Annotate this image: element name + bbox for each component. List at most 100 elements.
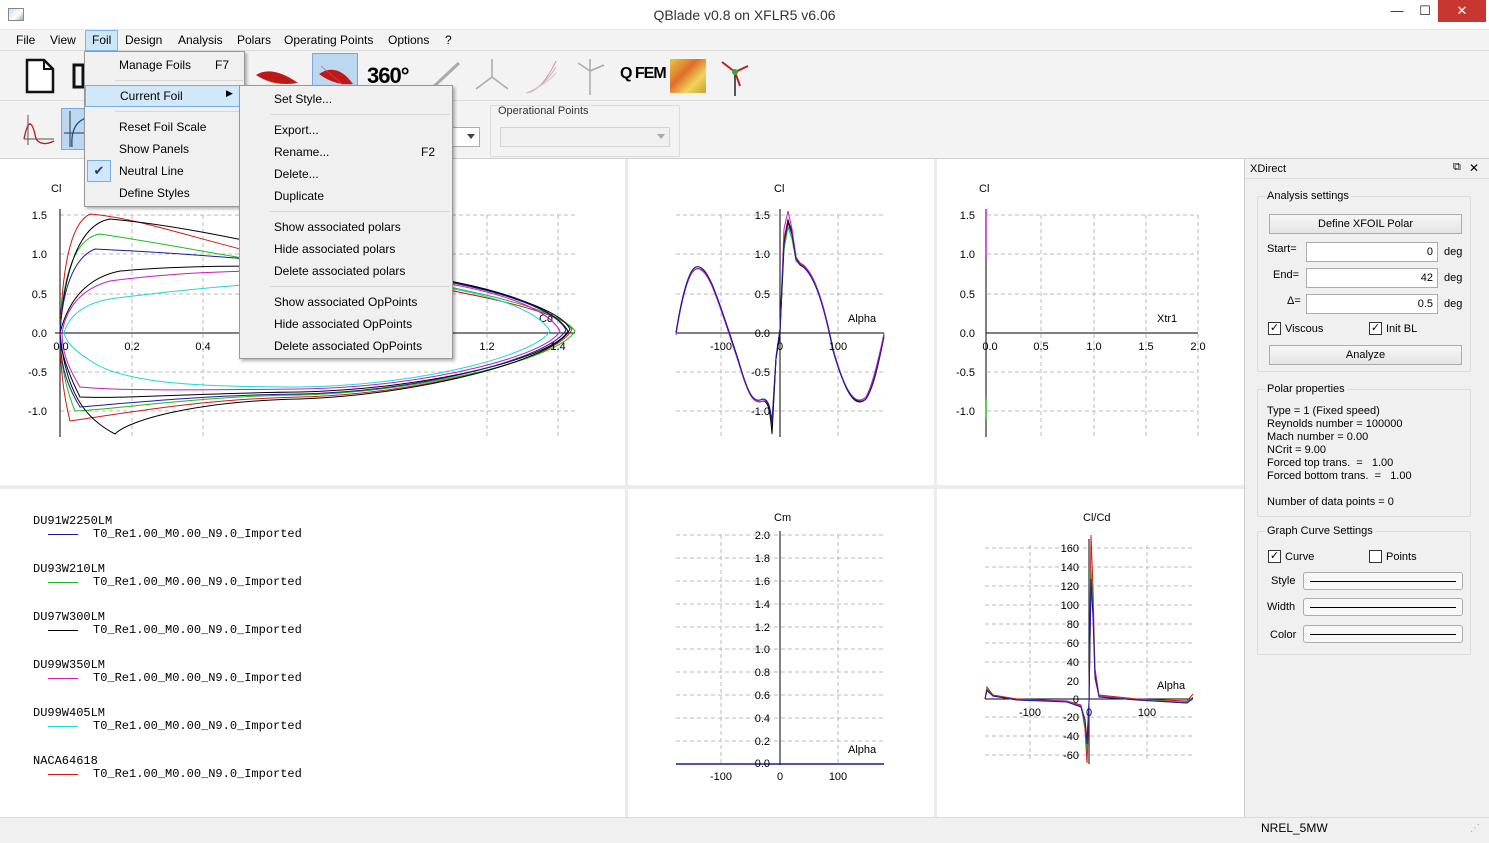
close-button[interactable]: ✕ [1438,0,1486,22]
delete-polars-item[interactable]: Delete associated polars [274,264,406,278]
tick: -1.0 [28,406,47,418]
init-bl-checkbox[interactable]: ✓ [1369,322,1382,335]
maximize-button[interactable]: ☐ [1419,3,1431,18]
show-oppoints-item[interactable]: Show associated OpPoints [274,295,418,309]
tick: 40 [1067,657,1079,669]
start-input[interactable]: 0 [1306,242,1438,262]
menu-polars[interactable]: Polars [237,33,272,47]
menu-options[interactable]: Options [388,33,430,47]
wind-turbine-icon[interactable] [718,56,752,98]
polar-prop: Mach number = 0.00 [1267,431,1369,443]
set-style-item[interactable]: Set Style... [274,92,333,106]
duplicate-item[interactable]: Duplicate [274,189,325,203]
tick: 0.5 [32,289,47,301]
plot-cl-alpha[interactable]: Cl Alpha 1.5 1.0 0.5 0.0 -0.5 -1.0 -100 [628,159,934,485]
plot-cl-xtr[interactable]: Cl Xtr1 1.5 1.0 0.5 0.0 -0.5 -1.0 0.0 0.… [937,159,1244,485]
plot-cm-alpha[interactable]: Cm Alpha 2.0 1.8 1.6 1.4 1.2 1.0 0.8 0.6… [628,489,934,817]
polar-prop: Type = 1 (Fixed speed) [1267,405,1380,417]
tick: 0.0 [960,328,975,340]
rename-shortcut: F2 [421,145,436,159]
tick: -100 [1019,707,1041,719]
plot-clcd-alpha[interactable]: Cl/Cd Alpha 160 140 120 100 80 60 40 20 [937,489,1244,817]
export-item[interactable]: Export... [274,123,319,137]
reset-foil-scale-item[interactable]: Reset Foil Scale [119,120,207,134]
legend-foil: DU93W210LM [33,562,106,576]
viscous-checkbox[interactable]: ✓ [1268,322,1281,335]
fem-mesh-icon[interactable] [670,59,706,93]
delete-item[interactable]: Delete... [274,167,319,181]
neutral-line-check-icon: ✔ [87,160,111,182]
plot-clcd-alpha-xlabel: Alpha [1157,680,1186,692]
menu-foil[interactable]: Foil [85,30,119,51]
tick: 60 [1067,638,1079,650]
points-checkbox[interactable] [1369,550,1382,563]
tick: 0.8 [755,667,770,679]
hide-oppoints-item[interactable]: Hide associated OpPoints [274,317,413,331]
start-unit: deg [1444,246,1463,258]
analyze-button[interactable]: Analyze [1269,345,1462,365]
width-selector[interactable] [1303,598,1463,616]
tick: 0.0 [982,341,997,353]
curve-checkbox[interactable]: ✓ [1268,550,1281,563]
tick: 0 [777,341,783,353]
tick: 100 [829,771,847,783]
show-polars-item[interactable]: Show associated polars [274,220,401,234]
define-styles-item[interactable]: Define Styles [119,186,190,200]
delta-input[interactable]: 0.5 [1306,294,1438,314]
xdirect-header: XDirect ⧉ ✕ [1245,159,1489,179]
analysis-settings-title: Analysis settings [1265,190,1351,202]
xdirect-title: XDirect [1250,163,1287,175]
minimize-button[interactable]: — [1390,3,1404,18]
manage-foils-item[interactable]: Manage Foils [119,58,192,72]
tick: 1.0 [755,249,770,261]
menu-analysis[interactable]: Analysis [178,33,223,47]
style-selector[interactable] [1303,572,1463,590]
resize-grip-icon[interactable]: ⋰ [1470,823,1480,834]
legend-pane: DU91W2250LM T0_Re1.00_M0.00_N9.0_Importe… [0,489,625,817]
analysis-settings-group [1257,196,1471,372]
tick: 0 [777,771,783,783]
legend-polar: T0_Re1.00_M0.00_N9.0_Imported [93,623,302,637]
manage-foils-shortcut: F7 [215,58,230,72]
polar-prop: Forced top trans. = 1.00 [1267,457,1394,469]
undock-icon[interactable]: ⧉ [1453,161,1461,173]
tick: 0 [1073,694,1079,706]
360-extrapolation-button[interactable]: 360° [367,63,410,88]
tick: 2.0 [1190,341,1205,353]
foil-module-icon[interactable] [252,61,302,93]
neutral-line-item[interactable]: Neutral Line [119,164,184,178]
polar-select-combo[interactable] [450,127,480,147]
menu-view[interactable]: View [50,33,76,47]
pane-divider [0,485,1244,489]
menu-file[interactable]: File [16,33,36,47]
tick: -0.5 [751,367,770,379]
oppoint-view-icon[interactable] [20,111,56,149]
end-input[interactable]: 42 [1306,268,1438,288]
operational-points-combo[interactable] [500,127,670,147]
menu-help[interactable]: ? [445,33,452,47]
menu-design[interactable]: Design [125,33,163,47]
plot-cl-alpha-canvas: 1.5 1.0 0.5 0.0 -0.5 -1.0 -100 0 100 [675,209,885,437]
close-panel-icon[interactable]: ✕ [1469,161,1480,175]
plot-cl-xtr-canvas: 1.5 1.0 0.5 0.0 -0.5 -1.0 0.0 0.5 1.0 1.… [956,209,1206,437]
plot-cm-alpha-ylabel: Cm [774,512,792,524]
delete-oppoints-item[interactable]: Delete associated OpPoints [274,339,423,353]
define-xfoil-polar-button[interactable]: Define XFOIL Polar [1269,214,1462,234]
show-panels-item[interactable]: Show Panels [119,142,190,156]
tick: 0.2 [755,736,770,748]
start-label: Start= [1267,243,1297,255]
tick: -100 [710,341,732,353]
blade-design-icon[interactable] [72,63,86,91]
tick: 1.0 [1086,341,1101,353]
current-foil-item[interactable]: Current Foil [85,85,244,107]
color-selector[interactable] [1303,625,1463,643]
qfem-button[interactable]: Q FEM [620,65,667,82]
multi-curve-icon[interactable] [522,57,562,97]
new-project-icon[interactable] [24,58,56,94]
tick: 1.5 [32,210,47,222]
turbine-icon[interactable] [572,57,608,97]
menu-operating-points[interactable]: Operating Points [284,33,374,47]
hide-polars-item[interactable]: Hide associated polars [274,242,396,256]
rotor-icon[interactable] [472,57,512,97]
rename-item[interactable]: Rename... [274,145,330,159]
